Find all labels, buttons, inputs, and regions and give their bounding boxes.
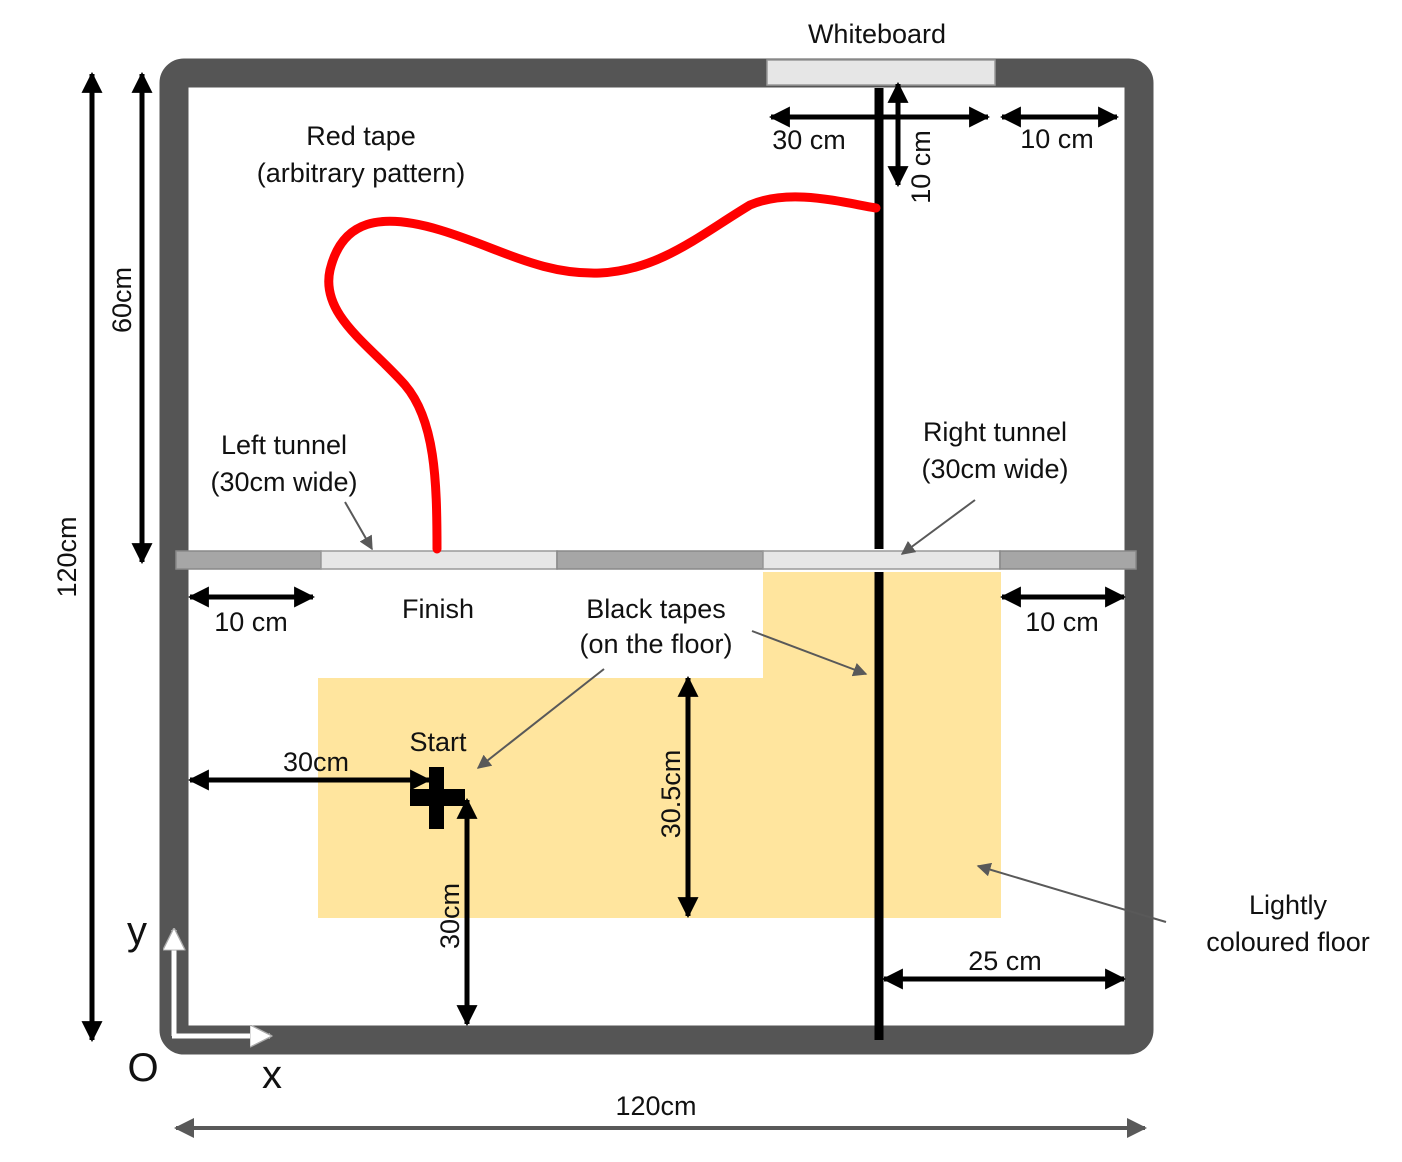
divider-segment-middle bbox=[556, 550, 764, 570]
x-axis-label: x bbox=[262, 1053, 282, 1097]
lightly-coloured-floor-sublabel: coloured floor bbox=[1206, 927, 1370, 957]
red-tape-label: Red tape bbox=[306, 121, 416, 151]
arena-wall bbox=[159, 58, 1154, 1055]
lightly-coloured-floor bbox=[318, 572, 1001, 918]
dim-label-whiteboard-left: 30 cm bbox=[772, 125, 846, 155]
divider-segment-right bbox=[999, 550, 1137, 570]
dim-label-top-right-gap: 10 cm bbox=[1020, 124, 1094, 154]
dim-label-right-offset: 25 cm bbox=[968, 946, 1042, 976]
red-tape-path bbox=[324, 192, 881, 554]
red-tape-sublabel: (arbitrary pattern) bbox=[257, 158, 466, 188]
dim-label-whiteboard-down: 10 cm bbox=[906, 130, 936, 204]
black-tapes-label: Black tapes bbox=[586, 594, 726, 624]
dim-label-start-y: 30cm bbox=[435, 883, 465, 949]
dim-label-floor-height: 30.5cm bbox=[656, 750, 686, 839]
whiteboard-panel bbox=[766, 59, 996, 86]
dim-label-upper-height: 60cm bbox=[107, 267, 137, 333]
dim-label-start-x: 30cm bbox=[283, 747, 349, 777]
start-label: Start bbox=[409, 727, 467, 757]
left-tunnel-sublabel: (30cm wide) bbox=[210, 467, 357, 497]
dim-label-total-width: 120cm bbox=[615, 1091, 696, 1121]
left-tunnel bbox=[320, 550, 558, 570]
left-tunnel-label: Left tunnel bbox=[221, 430, 347, 460]
middle-divider bbox=[175, 550, 1137, 570]
start-cross-horizontal bbox=[410, 789, 465, 806]
dim-label-right-gap: 10 cm bbox=[1025, 607, 1099, 637]
black-tapes-sublabel: (on the floor) bbox=[579, 629, 732, 659]
dim-label-left-gap: 10 cm bbox=[214, 607, 288, 637]
start-marker bbox=[410, 767, 465, 829]
right-tunnel-label: Right tunnel bbox=[923, 417, 1067, 447]
lightly-coloured-floor-label: Lightly bbox=[1249, 890, 1328, 920]
pointer-black-tape-right bbox=[751, 630, 868, 677]
whiteboard-label: Whiteboard bbox=[808, 19, 946, 49]
right-tunnel bbox=[762, 550, 1001, 570]
pointer-left-tunnel bbox=[344, 501, 373, 551]
origin-label: O bbox=[127, 1046, 158, 1090]
pointer-black-tape-start bbox=[476, 668, 605, 769]
finish-label: Finish bbox=[402, 594, 474, 624]
pointer-right-tunnel bbox=[900, 499, 976, 555]
right-tunnel-sublabel: (30cm wide) bbox=[921, 454, 1068, 484]
divider-segment-left bbox=[175, 550, 322, 570]
y-axis-label: y bbox=[127, 909, 147, 953]
dim-label-total-height: 120cm bbox=[52, 516, 82, 597]
pointer-lightly-coloured-floor bbox=[976, 862, 1167, 923]
